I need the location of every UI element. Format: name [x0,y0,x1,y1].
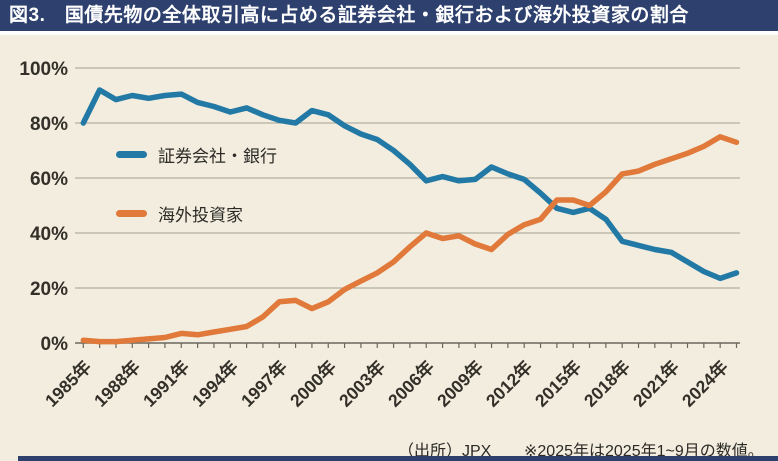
x-tick-label: 2009年 [433,356,487,410]
y-tick-label: 60% [30,169,68,190]
y-tick-label: 20% [30,279,68,300]
x-tick-label: 2006年 [384,356,438,410]
x-tick-label: 2003年 [335,356,389,410]
title-divider [0,31,778,35]
x-tick-label: 2015年 [531,356,585,410]
y-tick-label: 40% [30,224,68,245]
chart-title: 図3. 国債先物の全体取引高に占める証券会社・銀行および海外投資家の割合 [0,0,778,31]
y-tick-label: 80% [30,114,68,135]
x-tick-label: 2021年 [629,356,683,410]
legend-swatch-securities-banks [116,151,147,158]
x-tick-label: 2012年 [482,356,536,410]
legend-label-overseas-investors: 海外投資家 [158,206,243,225]
x-tick-label: 1988年 [90,356,144,410]
source-note: （出所）JPX [398,443,492,460]
x-tick-label: 2024年 [678,356,732,410]
x-tick-label: 1991年 [139,356,193,410]
x-tick-label: 2018年 [580,356,634,410]
data-note: ※2025年は2025年1~9月の数値。 [524,443,764,460]
legend: 証券会社・銀行 海外投資家 [116,142,277,226]
x-tick-label: 1985年 [41,356,95,410]
y-tick-label: 0% [41,334,69,355]
legend-item-overseas-investors: 海外投資家 [116,201,277,226]
x-tick-label: 1994年 [188,356,242,410]
y-tick-label: 100% [19,59,68,80]
x-tick-label: 1997年 [237,356,291,410]
legend-swatch-overseas-investors [116,210,147,217]
legend-label-securities-banks: 証券会社・銀行 [158,147,277,166]
legend-item-securities-banks: 証券会社・銀行 [116,142,277,167]
x-tick-label: 2000年 [286,356,340,410]
bottom-border [18,456,778,461]
